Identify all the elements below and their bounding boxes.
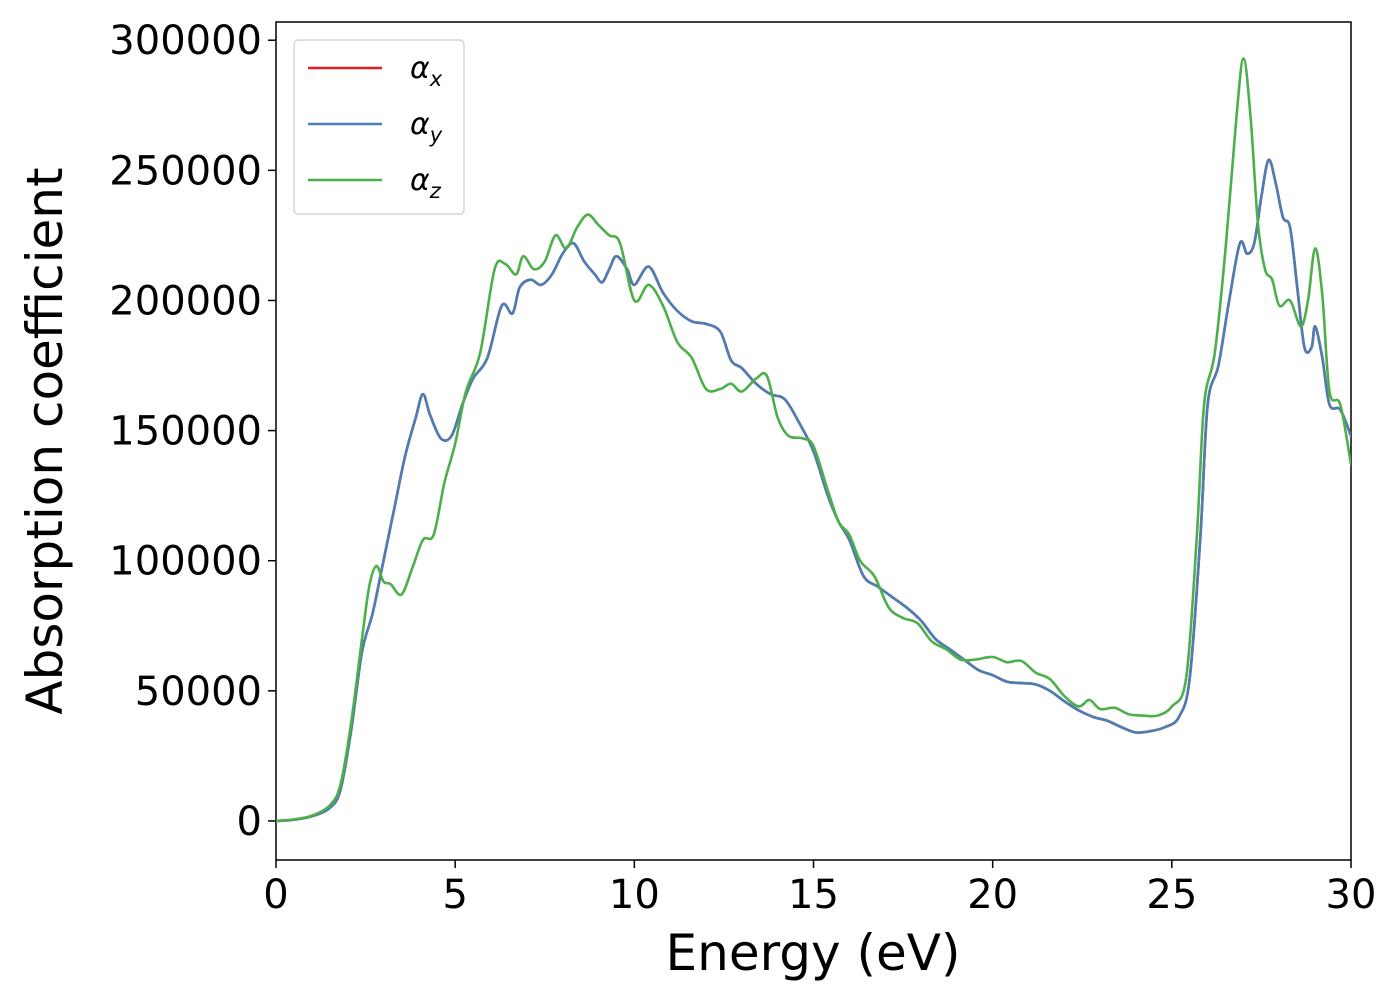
y-axis-label: Absorption coefficient — [16, 167, 74, 714]
series-line-alpha-z — [276, 57, 1351, 823]
series-line-alpha-y — [276, 158, 1351, 823]
x-axis-ticks: 0 5 10 15 20 25 30 — [263, 860, 1376, 918]
y-tick-label: 100000 — [109, 539, 262, 585]
x-tick-label: 5 — [442, 872, 467, 918]
x-tick-label: 10 — [609, 872, 660, 918]
legend-label-symbol: α — [410, 51, 430, 86]
legend-label-alpha-y: αy — [410, 107, 443, 147]
series-group — [276, 57, 1351, 823]
legend-label-symbol: α — [410, 163, 430, 198]
y-tick-label: 50000 — [135, 669, 262, 715]
series-line-alpha-x — [276, 158, 1351, 823]
y-axis-ticks: 0 50000 100000 150000 200000 250000 300000 — [109, 18, 276, 845]
legend-frame — [293, 39, 465, 215]
y-tick-label: 250000 — [109, 148, 262, 194]
legend-label-alpha-x: αx — [410, 51, 443, 91]
legend-label-symbol: α — [410, 107, 430, 142]
y-tick-label: 300000 — [109, 18, 262, 64]
legend-label-alpha-z: αz — [410, 163, 442, 203]
x-tick-label: 0 — [263, 872, 288, 918]
x-axis-label: Energy (eV) — [666, 924, 961, 982]
x-tick-label: 15 — [788, 872, 839, 918]
x-tick-label: 20 — [967, 872, 1018, 918]
legend-label-subscript: x — [429, 67, 443, 91]
y-tick-label: 150000 — [109, 409, 262, 455]
y-tick-label: 200000 — [109, 278, 262, 324]
x-tick-label: 25 — [1146, 872, 1197, 918]
y-tick-label: 0 — [237, 799, 262, 845]
legend-label-subscript: z — [429, 179, 442, 203]
x-tick-label: 30 — [1326, 872, 1377, 918]
legend-label-subscript: y — [429, 123, 443, 147]
